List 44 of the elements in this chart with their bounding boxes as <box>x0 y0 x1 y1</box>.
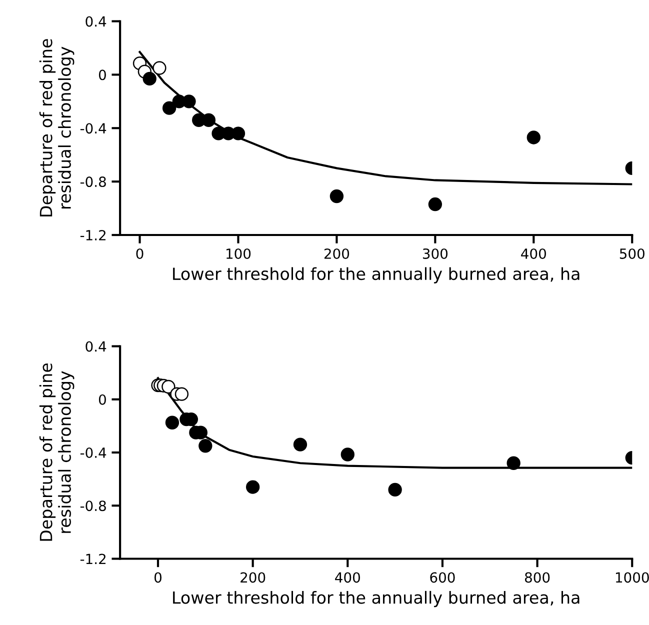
y-tick-label: 0 <box>98 394 106 405</box>
x-tick-label: 400 <box>521 248 546 259</box>
y-tick-label: -0.4 <box>80 123 106 134</box>
x-tick-label: 300 <box>422 248 448 259</box>
y-tick-label: -0.8 <box>80 176 106 188</box>
point <box>231 126 246 140</box>
y-axis-title: Departure of red pine residual chronology <box>39 363 74 541</box>
y-tick-label: -0.4 <box>80 447 106 458</box>
point <box>165 416 180 430</box>
x-tick-label: 200 <box>240 572 266 583</box>
y-tick-label: 0 <box>98 70 106 80</box>
x-tick-label: 1000 <box>616 572 649 583</box>
point <box>142 72 156 86</box>
y-tick-label: -1.2 <box>80 230 106 240</box>
x-tick-label: 500 <box>620 248 644 259</box>
point <box>174 387 189 401</box>
x-tick-label: 400 <box>335 572 360 583</box>
point <box>330 189 344 204</box>
point <box>293 438 308 452</box>
x-axis-title: Lower threshold for the annually burned area, ha <box>173 267 580 284</box>
y-tick-label: 0.4 <box>86 16 106 27</box>
x-tick-label: 600 <box>430 572 455 583</box>
point <box>506 456 520 470</box>
point <box>428 197 442 212</box>
x-tick-label: 100 <box>226 248 251 259</box>
point <box>198 439 212 453</box>
y-tick-label: 0.4 <box>86 341 106 352</box>
point <box>152 61 166 75</box>
point <box>340 448 354 462</box>
point <box>526 130 540 144</box>
y-tick-label: -1.2 <box>80 554 106 564</box>
point <box>246 480 260 494</box>
point <box>162 380 176 394</box>
y-axis-title: Departure of red pine residual chronology <box>39 39 74 216</box>
point <box>162 101 176 115</box>
y-tick-label: -0.8 <box>80 500 106 512</box>
x-axis-title: Lower threshold for the annually burned area, ha <box>173 590 580 608</box>
point <box>388 482 402 497</box>
x-tick-label: 800 <box>524 572 550 583</box>
x-tick-label: 0 <box>154 572 162 583</box>
x-tick-label: 0 <box>136 248 144 259</box>
x-tick-label: 200 <box>324 248 350 259</box>
point <box>182 94 196 108</box>
point <box>202 113 216 127</box>
